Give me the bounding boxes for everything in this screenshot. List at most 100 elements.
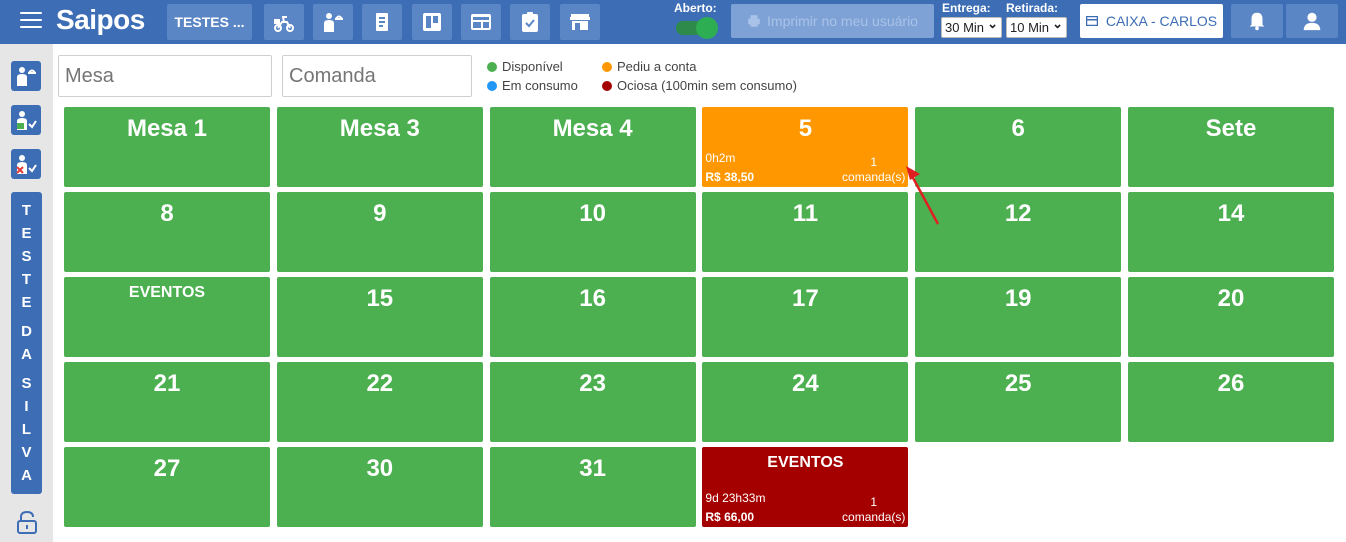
table-card[interactable]: EVENTOS 9d 23h33m R$ 66,00 1 comanda(s) bbox=[702, 447, 909, 527]
retirada-label: Retirada: bbox=[1006, 1, 1059, 15]
table-label: 31 bbox=[579, 455, 606, 482]
legend-label: Ociosa (100min sem consumo) bbox=[617, 78, 797, 93]
table-card[interactable]: 5 0h2m R$ 38,50 1 comanda(s) bbox=[702, 107, 909, 187]
table-label: 11 bbox=[792, 200, 819, 227]
table-label: 23 bbox=[579, 370, 606, 397]
waiter-payment-icon[interactable] bbox=[11, 105, 41, 135]
hamburger-menu-icon[interactable] bbox=[20, 12, 42, 32]
table-card[interactable]: 21 bbox=[64, 362, 270, 442]
table-elapsed-time: 9d 23h33m bbox=[705, 491, 766, 505]
table-card[interactable]: 31 bbox=[489, 447, 696, 527]
table-card[interactable]: 22 bbox=[276, 362, 483, 442]
green-dot-icon bbox=[487, 61, 497, 72]
table-label: EVENTOS bbox=[767, 454, 844, 471]
table-card[interactable]: 6 bbox=[915, 107, 1122, 187]
panel-icon[interactable] bbox=[461, 4, 501, 40]
name-letter: E bbox=[21, 294, 32, 311]
name-letter: S bbox=[21, 248, 32, 265]
legend-em-consumo: Em consumo bbox=[487, 76, 578, 95]
table-card[interactable]: Mesa 3 bbox=[276, 107, 483, 187]
table-label: 9 bbox=[373, 200, 387, 227]
table-label: EVENTOS bbox=[128, 284, 206, 301]
table-label: 12 bbox=[1004, 200, 1032, 227]
table-card[interactable]: 11 bbox=[702, 192, 909, 272]
table-card[interactable]: Mesa 1 bbox=[64, 107, 270, 187]
table-label: 15 bbox=[366, 285, 394, 312]
table-card[interactable]: 20 bbox=[1128, 277, 1334, 357]
table-label: 10 bbox=[579, 200, 606, 227]
comanda-search-input[interactable] bbox=[282, 55, 472, 97]
waiter-cancel-icon[interactable] bbox=[11, 149, 41, 179]
table-card[interactable]: 16 bbox=[489, 277, 696, 357]
table-card[interactable]: 26 bbox=[1128, 362, 1334, 442]
open-toggle[interactable] bbox=[674, 16, 720, 40]
caixa-label: CAIXA - CARLOS bbox=[1105, 13, 1218, 29]
table-card[interactable]: 12 bbox=[915, 192, 1122, 272]
store-icon[interactable] bbox=[560, 4, 600, 40]
table-card[interactable]: 30 bbox=[276, 447, 483, 527]
name-letter: E bbox=[21, 225, 32, 242]
comanda-count-label: comanda(s) bbox=[842, 510, 906, 524]
notifications-bell-icon[interactable] bbox=[1231, 4, 1283, 38]
legend-label: Disponível bbox=[502, 59, 563, 74]
table-label: 30 bbox=[366, 455, 394, 482]
table-card[interactable]: 25 bbox=[915, 362, 1122, 442]
kanban-icon[interactable] bbox=[412, 4, 452, 40]
card-icon bbox=[1085, 16, 1098, 26]
table-label: 21 bbox=[153, 370, 181, 397]
table-card[interactable]: 15 bbox=[276, 277, 483, 357]
table-card[interactable]: 24 bbox=[702, 362, 909, 442]
table-elapsed-time: 0h2m bbox=[705, 151, 736, 165]
delivery-icon[interactable] bbox=[264, 4, 304, 40]
print-button[interactable]: Imprimir no meu usuário bbox=[731, 4, 934, 38]
name-letter: A bbox=[21, 467, 32, 484]
user-account-icon[interactable] bbox=[1286, 4, 1338, 38]
mesa-search-input[interactable] bbox=[58, 55, 272, 97]
orange-dot-icon bbox=[602, 61, 612, 72]
table-label: 25 bbox=[1004, 370, 1032, 397]
name-letter: S bbox=[21, 375, 32, 392]
entrega-select[interactable]: 30 Min bbox=[941, 14, 1002, 38]
table-label: Mesa 1 bbox=[126, 115, 208, 142]
legend-pediu: Pediu a conta bbox=[602, 57, 797, 76]
top-bar: Saipos TESTES ... Aberto: Imprimir no me… bbox=[0, 0, 1346, 44]
legend-ociosa: Ociosa (100min sem consumo) bbox=[602, 76, 797, 95]
table-card[interactable]: 10 bbox=[489, 192, 696, 272]
table-card[interactable]: 8 bbox=[64, 192, 270, 272]
store-selector[interactable]: TESTES ... bbox=[167, 4, 252, 40]
table-comanda-count: 1 comanda(s) bbox=[842, 155, 905, 185]
entrega-value: 30 Min bbox=[945, 20, 985, 35]
table-card[interactable]: EVENTOS bbox=[64, 277, 270, 357]
table-total-price: R$ 38,50 bbox=[705, 170, 755, 184]
status-legend: Disponível Em consumo bbox=[487, 57, 578, 95]
table-label: 6 bbox=[1011, 115, 1025, 142]
table-card[interactable]: Mesa 4 bbox=[489, 107, 696, 187]
table-card[interactable]: 23 bbox=[489, 362, 696, 442]
table-card[interactable]: 19 bbox=[915, 277, 1122, 357]
table-card[interactable]: 17 bbox=[702, 277, 909, 357]
table-label: 5 bbox=[798, 115, 813, 142]
entrega-label: Entrega: bbox=[942, 1, 991, 15]
checklist-icon[interactable] bbox=[510, 4, 550, 40]
table-label: 24 bbox=[792, 370, 819, 397]
retirada-select[interactable]: 10 Min bbox=[1006, 14, 1067, 38]
legend-label: Pediu a conta bbox=[617, 59, 697, 74]
legend-label: Em consumo bbox=[502, 78, 578, 93]
table-card[interactable]: 9 bbox=[276, 192, 483, 272]
comanda-count-number: 1 bbox=[870, 495, 878, 509]
waiter-icon[interactable] bbox=[313, 4, 353, 40]
table-card[interactable]: 14 bbox=[1128, 192, 1334, 272]
order-pad-icon[interactable] bbox=[362, 4, 402, 40]
legend-disponivel: Disponível bbox=[487, 57, 578, 76]
name-letter: T bbox=[21, 202, 32, 219]
caixa-button[interactable]: CAIXA - CARLOS bbox=[1080, 4, 1223, 38]
name-letter: T bbox=[21, 271, 32, 288]
comanda-count-label: comanda(s) bbox=[842, 170, 906, 184]
table-card[interactable]: 27 bbox=[64, 447, 270, 527]
waiter-tables-icon[interactable] bbox=[11, 61, 41, 91]
table-label: 14 bbox=[1217, 200, 1245, 227]
table-card[interactable]: Sete bbox=[1128, 107, 1334, 187]
printer-icon bbox=[748, 15, 760, 27]
table-label: Mesa 4 bbox=[552, 115, 633, 142]
lock-icon[interactable] bbox=[16, 510, 38, 534]
